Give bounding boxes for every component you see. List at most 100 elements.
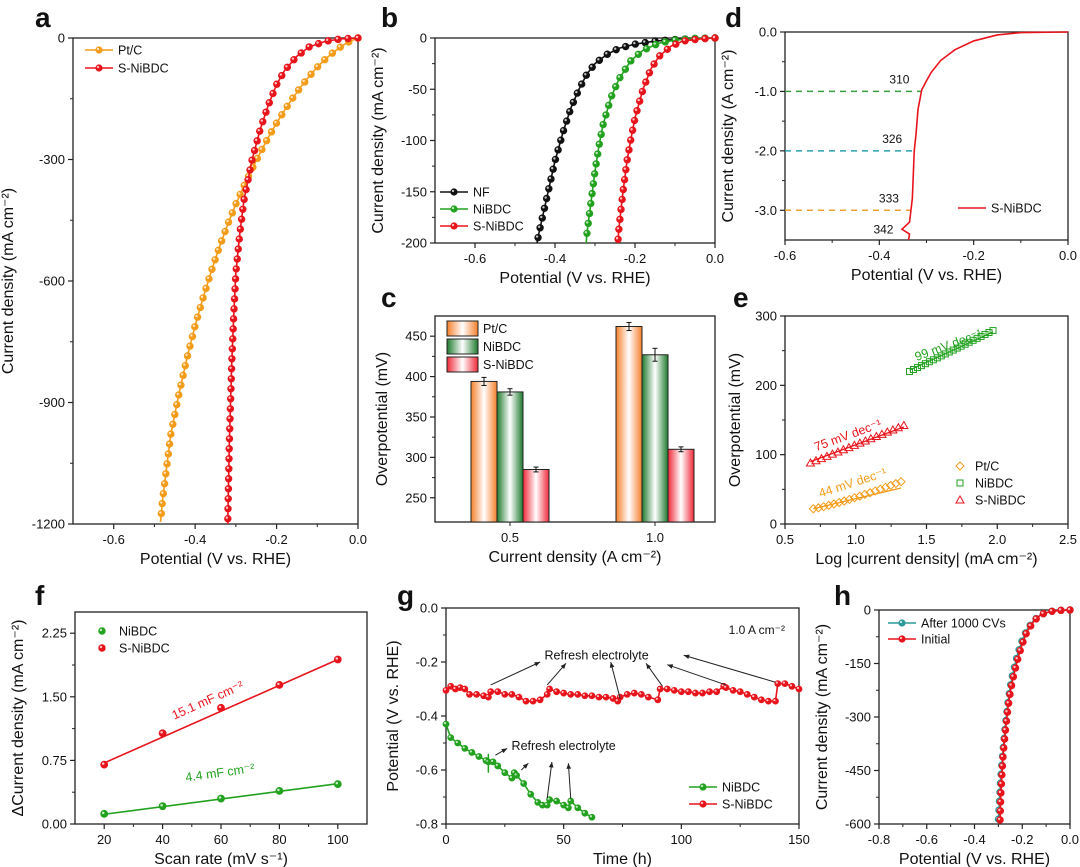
data-point	[865, 488, 875, 498]
point-highlight	[469, 750, 472, 753]
data-point	[217, 794, 225, 803]
legend-label: NiBDC	[722, 781, 760, 795]
data-point	[1027, 622, 1035, 630]
data-point	[181, 361, 189, 370]
point-highlight	[789, 684, 793, 687]
data-point	[973, 334, 981, 342]
y-tick-label: -0.8	[416, 817, 438, 832]
data-point	[595, 140, 603, 148]
data-point	[656, 52, 664, 60]
point-highlight	[325, 38, 329, 42]
data-point	[772, 697, 779, 705]
data-point	[635, 97, 644, 105]
point-highlight	[665, 686, 668, 690]
legend-label: S-NiBDC	[722, 798, 773, 812]
point-highlight	[195, 314, 198, 318]
point-highlight	[488, 689, 491, 692]
point-highlight	[535, 235, 539, 238]
point-highlight	[257, 128, 260, 132]
data-point	[229, 335, 237, 343]
data-point	[633, 107, 641, 115]
y-tick-label: -450	[845, 763, 871, 778]
point-highlight	[707, 689, 710, 692]
legend-label: NiBDC	[119, 625, 157, 639]
capacitance-label: 15.1 mF cm⁻²	[170, 678, 246, 722]
y-tick-label: -50	[408, 82, 427, 97]
point-highlight	[101, 811, 105, 815]
point-highlight	[693, 690, 696, 694]
data-point	[225, 435, 234, 443]
point-highlight	[176, 392, 179, 396]
data-point	[208, 265, 216, 273]
y-tick-label: 350	[405, 409, 427, 424]
point-highlight	[190, 334, 193, 337]
point-highlight	[233, 201, 237, 204]
data-point	[618, 195, 626, 204]
data-point	[929, 356, 937, 364]
y-axis-label: Current density (mA cm⁻²)	[814, 624, 831, 810]
point-highlight	[279, 73, 282, 76]
y-tick-label: -300	[845, 710, 871, 725]
x-axis-label: Potential (V vs. RHE)	[140, 551, 291, 568]
point-highlight	[170, 422, 174, 425]
data-point	[581, 809, 589, 817]
data-point	[619, 185, 627, 194]
data-point	[584, 219, 592, 228]
panel-label: c	[381, 282, 397, 313]
point-highlight	[277, 788, 280, 792]
data-point	[628, 126, 637, 134]
data-point	[224, 475, 233, 483]
data-point	[442, 720, 450, 728]
data-point	[560, 689, 568, 697]
point-highlight	[692, 37, 696, 40]
x-tick-label: 20	[97, 832, 111, 847]
point-highlight	[752, 695, 755, 698]
data-point	[314, 39, 323, 48]
point-highlight	[590, 65, 593, 68]
point-highlight	[267, 100, 270, 103]
point-highlight	[568, 798, 571, 802]
point-highlight	[160, 731, 163, 734]
x-tick-label: 1.5	[917, 532, 935, 547]
data-point	[656, 685, 664, 693]
point-highlight	[745, 692, 748, 695]
y-tick-label: -0.4	[416, 709, 438, 724]
point-highlight	[523, 699, 527, 702]
x-tick-label: 0.0	[706, 251, 724, 266]
series-line-initial	[999, 609, 1071, 821]
point-highlight	[237, 192, 241, 195]
plot-frame	[72, 37, 359, 525]
point-highlight	[232, 296, 235, 300]
point-highlight	[226, 496, 229, 499]
point-highlight	[230, 346, 233, 350]
legend-label: NiBDC	[483, 340, 521, 354]
point-highlight	[899, 636, 903, 640]
refresh-annotation: Refresh electrolyte	[545, 648, 649, 662]
data-point	[538, 214, 546, 222]
legend-marker	[898, 619, 906, 627]
y-tick-label: 0	[770, 517, 777, 532]
point-highlight	[655, 697, 658, 700]
x-tick-label: -0.6	[774, 248, 796, 263]
data-point	[272, 119, 281, 127]
point-highlight	[665, 47, 668, 50]
point-highlight	[514, 773, 517, 776]
data-point	[898, 420, 909, 430]
point-highlight	[575, 805, 578, 808]
arrow-head-icon	[667, 664, 674, 669]
panel-label: a	[35, 2, 51, 33]
point-highlight	[622, 177, 625, 180]
point-highlight	[899, 620, 903, 624]
y-tick-label: 200	[755, 378, 777, 393]
data-point	[230, 295, 239, 303]
point-highlight	[451, 223, 455, 227]
point-highlight	[279, 112, 282, 115]
x-tick-label: 0.5	[501, 530, 519, 545]
data-point	[534, 233, 542, 242]
legend-label: Pt/C	[483, 322, 507, 336]
data-point	[661, 38, 669, 46]
data-point	[880, 482, 891, 493]
point-highlight	[582, 811, 585, 814]
y-tick-label: -600	[39, 274, 65, 289]
point-highlight	[99, 645, 103, 649]
